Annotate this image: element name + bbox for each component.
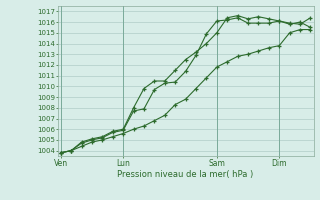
X-axis label: Pression niveau de la mer( hPa ): Pression niveau de la mer( hPa ) <box>117 170 254 179</box>
